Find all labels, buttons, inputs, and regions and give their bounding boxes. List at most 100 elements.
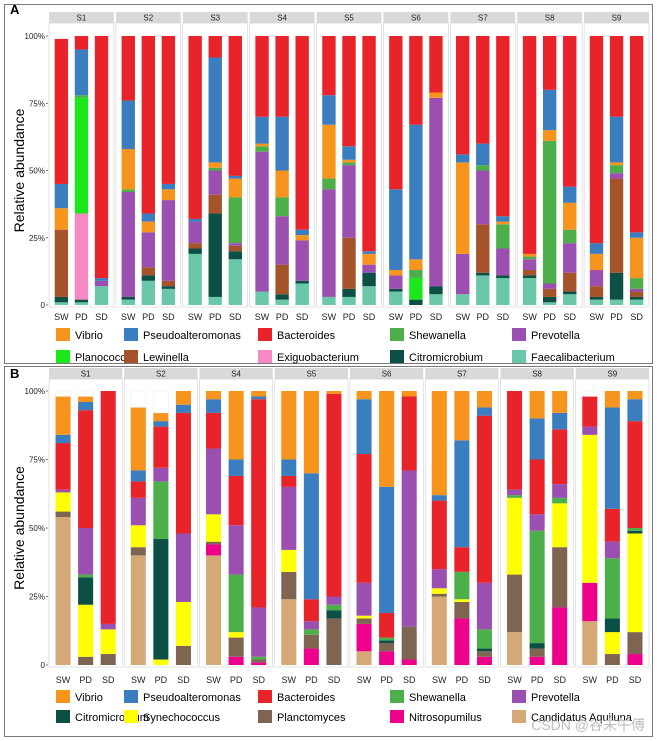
panel-b-bar-s5-pd-planctomyces [303, 634, 319, 649]
panel-a-bar-s7-pd-faecalibacterium [476, 275, 490, 305]
panel-a-xtick-label: SW [255, 312, 270, 322]
panel-b-xtick-label: SW [583, 675, 598, 685]
panel-a-bar-s5-pd-lewinella [342, 237, 356, 289]
panel-a-strip-label: S9 [612, 14, 622, 23]
panel-b-xtick-label: PD [305, 675, 318, 685]
panel-b-bar-s4-sw-bacteroides [206, 412, 222, 449]
panel-a-facet-frame [450, 22, 516, 308]
panel-b-bar-s9-sd-planctomyces [627, 632, 643, 655]
panel-a-bar-s2-sd-bacteroides [161, 36, 176, 184]
panel-b-xtick-label: SD [252, 675, 265, 685]
panel-a-bar-s9-sd-bacteroides [629, 36, 644, 233]
panel-b-xtick-label: SD [553, 675, 566, 685]
panel-b-bar-s1-sw-candidatus-aquiluna [55, 517, 71, 665]
panel-a-bar-s3-sw-lewinella [188, 243, 202, 249]
panel-b-bar-s9-sw-synechococcus [582, 434, 598, 583]
panel-a-ytick-label: 75% [29, 99, 45, 108]
panel-a-strip-s6 [383, 12, 449, 23]
panel-a-strip-label: S5 [344, 14, 354, 23]
panel-b-strip-label: S8 [532, 370, 542, 379]
panel-a-bar-s7-sd-bacteroides [496, 36, 510, 217]
panel-b-xtick-label: SW [56, 675, 71, 685]
panel-b-strip-label: S2 [156, 370, 166, 379]
panel-b-bar-s1-sw-vibrio [55, 396, 71, 435]
panel-b-strip-label: S7 [457, 370, 467, 379]
panel-b-bar-s4-sd-pseudoalteromonas [251, 396, 267, 400]
panel-b-bar-s4-sw-pseudoalteromonas [206, 399, 222, 413]
panel-a-bar-s9-sd-prevotella [629, 288, 644, 292]
panel-a-bar-s1-pd-exiguobacterium [74, 213, 89, 300]
panel-a-facet-frame [48, 22, 115, 308]
panel-b-bar-s4-sw-candidatus-aquiluna [206, 555, 222, 665]
panel-b-bar-s4-pd-prevotella [228, 525, 244, 575]
panel-a-bar-s2-sw-prevotella [121, 192, 135, 297]
panel-b-bar-s7-sd-shewanella [476, 629, 492, 649]
panel-a-bar-s8-pd-prevotella [542, 283, 557, 289]
panel-a-bar-s2-pd-prevotella [141, 232, 156, 268]
panel-b-xtick-label: SD [328, 675, 341, 685]
panel-b-bar-s5-sw-pseudoalteromonas [281, 459, 297, 476]
panel-b-bar-s9-sd-citromicrobium [627, 530, 643, 534]
panel-a-bar-s2-sw-faecalibacterium [121, 299, 135, 305]
panel-a-bar-s7-pd-bacteroides [476, 36, 490, 144]
panel-b-ytick-label: 25% [29, 593, 45, 602]
panel-b-xtick-label: PD [606, 675, 619, 685]
panel-b-xtick-label: SD [102, 675, 115, 685]
panel-a-facet-frame [316, 22, 382, 308]
panel-b-strip-label: S1 [81, 370, 91, 379]
panel-b-bar-s2-sd-pseudoalteromonas [175, 404, 191, 413]
panel-a-bar-s8-sd-citromicrobium [563, 291, 577, 295]
panel-b-xtick-label: SW [206, 675, 221, 685]
panel-a-bar-s9-sw-vibrio [589, 253, 604, 271]
panel-b-bar-s5-sd-shewanella [326, 604, 342, 611]
panel-b-bar-s8-sw-shewanella [507, 495, 523, 498]
panel-a-bar-s9-sw-faecalibacterium [589, 299, 604, 305]
panel-b-label: B [10, 366, 19, 381]
panel-a-bar-s1-sd-prevotella [94, 280, 109, 287]
panel-b-bar-s9-pd-shewanella [604, 558, 620, 619]
panel-a-bar-s4-pd-pseudoalteromonas [275, 116, 289, 171]
panel-b-bar-s6-sw-planctomyces [356, 618, 372, 624]
panel-a-bar-s6-pd-planococcus [409, 278, 423, 300]
panel-a-bar-s1-sw-citromicrobium [54, 296, 69, 303]
panel-b-legend-swatch-prevotella [512, 690, 526, 703]
panel-a-bar-s8-pd-bacteroides [542, 36, 557, 90]
panel-b-bar-s8-sw-planctomyces [507, 574, 523, 633]
panel-a-bar-s3-sd-citromicrobium [228, 251, 242, 260]
panel-a-bar-s6-pd-bacteroides [409, 36, 423, 125]
panel-a-bar-s1-sw-pseudoalteromonas [54, 183, 69, 209]
panel-a-bar-s5-sd-vibrio [362, 253, 376, 265]
panel-a-bar-s8-sd-shewanella [563, 229, 577, 244]
panel-b-bar-s6-pd-vibrio [379, 391, 395, 487]
panel-b-xtick-label: SD [177, 675, 190, 685]
panel-b-bar-s4-sw-nitrosopumilus [206, 544, 222, 556]
panel-b-bar-s2-sw-vibrio [130, 407, 146, 471]
panel-a-strip-label: S2 [143, 14, 153, 23]
panel-a-bar-s4-pd-shewanella [275, 197, 289, 217]
panel-a-legend-label: Bacteroides [277, 330, 336, 342]
panel-a-xtick-label: PD [142, 312, 155, 322]
panel-b-bar-s1-sw-pseudoalteromonas [55, 434, 71, 444]
panel-b-bar-s7-pd-vibrio [454, 391, 470, 441]
panel-a-xtick-label: SD [363, 312, 376, 322]
panel-b-xtick-label: PD [456, 675, 469, 685]
panel-a-xtick-label: SD [497, 312, 510, 322]
panel-b-strip-s4 [199, 368, 273, 379]
panel-a-bar-s4-sd-vibrio [295, 235, 309, 241]
panel-b-bar-s9-sd-nitrosopumilus [627, 654, 643, 665]
panel-b-bar-s4-pd-nitrosopumilus [228, 656, 244, 665]
panel-a-bar-s2-sw-bacteroides [121, 36, 135, 101]
panel-b-strip-s7 [425, 368, 499, 379]
panel-b-bar-s1-sw-bacteroides [55, 443, 71, 490]
panel-b-bar-s6-sw-pseudoalteromonas [356, 399, 372, 455]
panel-a-bar-s5-pd-vibrio [342, 159, 356, 163]
panel-b-bar-s1-sw-planctomyces [55, 511, 71, 518]
panel-a-strip-label: S8 [545, 14, 555, 23]
panel-b-bar-s8-pd-nitrosopumilus [529, 656, 545, 665]
panel-a-bar-s7-sw-pseudoalteromonas [456, 154, 470, 163]
panel-b-bar-s8-sd-planctomyces [552, 547, 568, 608]
panel-a-ylabel: Relative abundance [11, 108, 27, 232]
panel-b-legend-label: Bacteroides [277, 692, 336, 704]
panel-a-bar-s4-sw-faecalibacterium [255, 291, 269, 305]
panel-b-bar-s6-pd-shewanella [379, 637, 395, 641]
